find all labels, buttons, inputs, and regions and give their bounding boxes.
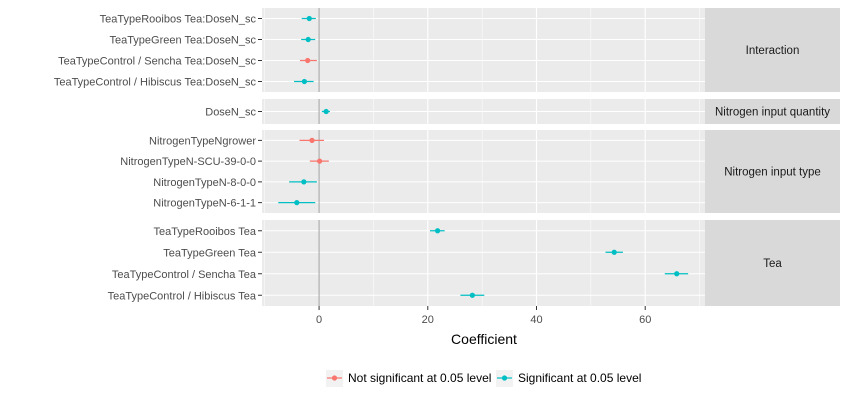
y-tick-label: TeaTypeGreen Tea xyxy=(163,247,257,259)
y-tick-label: TeaTypeControl / Hibiscus Tea:DoseN_sc xyxy=(54,77,257,89)
legend-key-point xyxy=(501,375,508,381)
facet-strip xyxy=(705,220,840,306)
y-tick-label: TeaTypeControl / Sencha Tea xyxy=(112,269,257,281)
facet-nitrogen-input-type: NitrogenTypeNgrower NitrogenTypeN-SCU-39-… xyxy=(120,130,840,213)
estimate-point xyxy=(305,36,311,43)
facets-layer: TeaTypeRooibos Tea:DoseN_sc TeaTypeGreen … xyxy=(54,8,840,306)
legend-key-point xyxy=(331,375,338,381)
facet-interaction: TeaTypeRooibos Tea:DoseN_sc TeaTypeGreen … xyxy=(54,8,840,92)
facet-strip-label: Nitrogen input type xyxy=(724,167,821,179)
y-tick-label: TeaTypeRooibos Tea:DoseN_sc xyxy=(100,14,257,26)
facet-nitrogen-input-quantity: DoseN_sc Nitrogen input quantity xyxy=(205,99,840,124)
estimate-point xyxy=(309,137,315,143)
estimate-point xyxy=(317,158,323,164)
x-tick-label: 20 xyxy=(422,314,434,326)
facet-tea: TeaTypeRooibos Tea TeaTypeGreen Tea TeaTyp… xyxy=(108,220,840,306)
facet-strip xyxy=(705,130,840,213)
panel-background xyxy=(262,8,705,92)
legend: Not significant at 0.05 level Significant… xyxy=(326,370,641,387)
y-tick-label: TeaTypeRooibos Tea xyxy=(153,226,256,238)
y-tick-label: NitrogenTypeN-6-1-1 xyxy=(153,198,256,210)
panel-background xyxy=(262,130,705,213)
estimate-point xyxy=(306,15,312,22)
estimate-point xyxy=(294,200,300,206)
estimate-point xyxy=(305,57,311,64)
y-tick-label: NitrogenTypeN-SCU-39-0-0 xyxy=(120,156,256,168)
estimate-point xyxy=(611,249,617,255)
x-axis-title: Coefficient xyxy=(451,331,517,347)
estimate-point xyxy=(323,108,329,115)
estimate-point xyxy=(674,271,680,277)
y-tick-label: TeaTypeControl / Hibiscus Tea xyxy=(108,290,257,302)
estimate-point xyxy=(301,78,307,85)
y-tick-label: TeaTypeGreen Tea:DoseN_sc xyxy=(109,35,256,47)
estimate-point xyxy=(469,292,475,298)
y-tick-label: NitrogenTypeNgrower xyxy=(149,135,256,147)
x-axis: 0 20 40 60 xyxy=(316,306,651,326)
y-tick-label: TeaTypeControl / Sencha Tea:DoseN_sc xyxy=(58,56,256,68)
facet-strip xyxy=(705,8,840,92)
legend-label: Significant at 0.05 level xyxy=(518,371,641,385)
panel-background xyxy=(262,220,705,306)
facet-strip-label: Nitrogen input quantity xyxy=(715,107,830,119)
y-tick-label: DoseN_sc xyxy=(205,107,256,119)
legend-label: Not significant at 0.05 level xyxy=(348,371,491,385)
y-tick-label: NitrogenTypeN-8-0-0 xyxy=(153,177,256,189)
x-tick-label: 0 xyxy=(316,314,322,326)
x-tick-label: 60 xyxy=(639,314,651,326)
facet-strip xyxy=(705,99,840,124)
facet-strip-label: Tea xyxy=(763,258,782,270)
x-tick-label: 40 xyxy=(530,314,542,326)
estimate-point xyxy=(434,228,441,234)
estimate-point xyxy=(301,179,307,185)
facet-strip-label: Interaction xyxy=(746,45,800,57)
